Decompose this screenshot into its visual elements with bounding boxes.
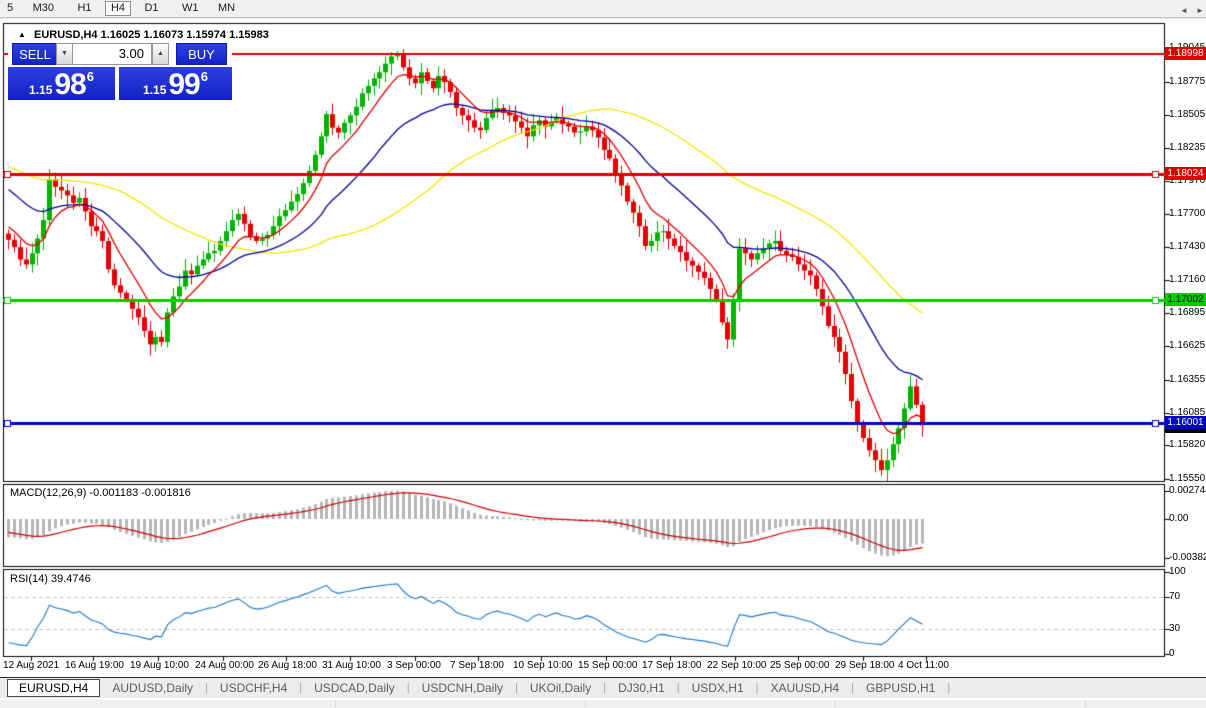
price-axis-label: 1.17160: [1169, 274, 1206, 286]
buy-button[interactable]: BUY: [176, 43, 227, 65]
tab-gbpusd-h1[interactable]: GBPUSD,H1: [866, 681, 936, 695]
date-axis-label: 7 Sep 18:00: [450, 660, 504, 671]
timeframe-button-d1[interactable]: D1: [144, 2, 159, 14]
status-bar: [0, 699, 1206, 708]
price-axis-label: 1.18505: [1169, 108, 1206, 120]
date-axis-label: 4 Oct 11:00: [898, 660, 949, 671]
date-axis-label: 26 Aug 18:00: [258, 660, 317, 671]
one-click-trade-panel: SELL ▼ 3.00 ▲ BUY 1.15 98 6 1.15 99 6: [8, 41, 232, 100]
volume-input[interactable]: 3.00: [72, 43, 152, 65]
price-axis-label: 1.15550: [1169, 472, 1206, 484]
tab-usdcnh-daily[interactable]: USDCNH,Daily: [421, 681, 503, 695]
sell-price-prefix: 1.15: [29, 83, 53, 97]
sell-price-big: 98: [54, 68, 86, 101]
sell-button[interactable]: SELL: [12, 43, 58, 65]
date-axis-label: 15 Sep 00:00: [578, 660, 638, 671]
price-axis-label: 1.18235: [1169, 142, 1206, 153]
tab-separator: |: [603, 682, 607, 694]
date-axis-label: 22 Sep 10:00: [707, 660, 767, 671]
status-separator: [1085, 701, 1086, 707]
price-axis-label: 1.17700: [1169, 207, 1206, 219]
tab-scroll-right-icon[interactable]: ►: [1196, 6, 1204, 15]
hline-price-badge: 1.16001: [1165, 416, 1206, 430]
price-axis-label: 1.16895: [1169, 307, 1206, 319]
macd-axis-label: 0.00: [1169, 513, 1189, 524]
sell-price-sup: 6: [86, 69, 94, 84]
tab-separator: |: [755, 682, 759, 694]
hline-price-badge: 1.18024: [1165, 167, 1206, 180]
tab-separator: |: [676, 682, 680, 694]
chart-symbol-title: EURUSD,H4: [33, 29, 98, 41]
chart-header: ▲ EURUSD,H4 1.16025 1.16073 1.15974 1.15…: [18, 29, 269, 41]
rsi-axis-label: 100: [1169, 566, 1186, 577]
tab-separator: |: [947, 682, 951, 694]
timeframe-button-m5[interactable]: 5: [7, 2, 14, 14]
tab-xauusd-h4[interactable]: XAUUSD,H4: [770, 681, 840, 695]
tab-separator: |: [299, 682, 303, 694]
buy-price-prefix: 1.15: [143, 83, 167, 97]
price-axis-label: 1.16625: [1169, 340, 1206, 352]
tab-usdchf-h4[interactable]: USDCHF,H4: [219, 681, 288, 695]
price-axis-label: 1.17430: [1169, 241, 1206, 253]
macd-indicator-label: MACD(12,26,9) -0.001183 -0.001816: [10, 487, 191, 499]
volume-increase-button[interactable]: ▲: [152, 43, 169, 65]
timeframe-button-h1[interactable]: H1: [77, 2, 92, 14]
timeframe-button-m30[interactable]: M30: [32, 2, 54, 14]
tab-audusd-daily[interactable]: AUDUSD,Daily: [112, 681, 194, 695]
status-separator: [585, 701, 586, 707]
price-axis-label: 1.16085: [1169, 406, 1206, 418]
step-up-icon: ▲: [157, 50, 164, 57]
date-axis-label: 10 Sep 10:00: [513, 660, 573, 671]
price-axis-label: 1.16355: [1169, 373, 1206, 385]
date-axis-label: 16 Aug 19:00: [65, 660, 124, 671]
hline-price-badge: 1.18998: [1165, 47, 1206, 61]
collapse-panel-icon[interactable]: ▲: [18, 30, 26, 39]
tab-separator: |: [205, 682, 208, 694]
tab-scroll-left-icon[interactable]: ◄: [1180, 6, 1188, 15]
timeframe-toolbar: 5 M30 H1 H4 D1 W1 MN: [0, 0, 1206, 18]
tab-separator: |: [406, 682, 410, 694]
tab-separator: |: [851, 682, 855, 694]
tab-separator: |: [515, 682, 518, 694]
chart-ohlc-values: 1.16025 1.16073 1.15974 1.15983: [100, 29, 269, 41]
tab-usdx-h1[interactable]: USDX,H1: [691, 681, 744, 695]
date-axis-label: 31 Aug 10:00: [322, 660, 381, 671]
buy-price-sup: 6: [200, 69, 208, 84]
date-axis-label: 29 Sep 18:00: [835, 660, 895, 671]
date-axis-label: 24 Aug 00:00: [195, 660, 254, 671]
rsi-indicator-label: RSI(14) 39.4746: [10, 573, 91, 585]
buy-price-big: 99: [168, 68, 200, 101]
price-axis-label: 1.18775: [1169, 75, 1206, 87]
sell-price-display[interactable]: 1.15 98 6: [8, 67, 115, 100]
price-axis-label: 1.17970: [1169, 174, 1206, 186]
rsi-axis-label: 30: [1169, 623, 1181, 635]
tab-dj30-h1[interactable]: DJ30,H1: [618, 681, 665, 695]
timeframe-button-h4[interactable]: H4: [104, 1, 132, 16]
tab-eurusd-h4[interactable]: EURUSD,H4: [7, 679, 101, 697]
price-axis-label: 1.15820: [1169, 439, 1206, 451]
chart-tab-bar: EURUSD,H4 AUDUSD,Daily | USDCHF,H4 | USDCAD,D…: [0, 677, 1206, 698]
timeframe-button-w1[interactable]: W1: [181, 2, 199, 14]
timeframe-button-mn[interactable]: MN: [217, 2, 236, 14]
date-axis-label: 17 Sep 18:00: [642, 660, 702, 671]
macd-axis-label: 0.002744: [1169, 485, 1206, 496]
tab-usdcad-daily[interactable]: USDCAD,Daily: [314, 681, 395, 695]
date-axis-label: 12 Aug 2021: [3, 660, 60, 671]
date-axis-label: 19 Aug 10:00: [130, 660, 189, 671]
volume-decrease-button[interactable]: ▼: [56, 43, 73, 65]
buy-price-display[interactable]: 1.15 99 6: [119, 67, 232, 100]
step-down-icon: ▼: [61, 50, 68, 57]
tab-ukoil-daily[interactable]: UKOil,Daily: [529, 681, 592, 695]
rsi-axis-label: 0: [1169, 648, 1175, 659]
status-separator: [335, 701, 336, 707]
hline-price-badge: 1.17002: [1165, 292, 1206, 306]
date-axis-label: 3 Sep 00:00: [387, 660, 441, 671]
rsi-axis-label: 70: [1169, 590, 1181, 602]
date-axis-label: 25 Sep 00:00: [770, 660, 830, 671]
status-separator: [835, 701, 836, 707]
macd-axis-label: -0.00382: [1169, 551, 1206, 563]
